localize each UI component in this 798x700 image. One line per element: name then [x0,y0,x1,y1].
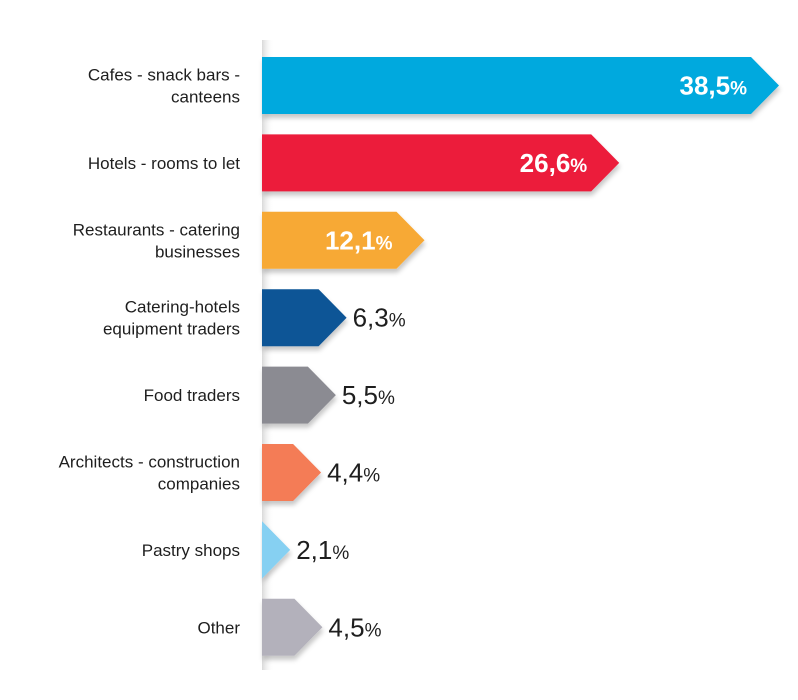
value-label-3: 12,1% [325,225,393,255]
value-label-2: 26,6% [520,148,588,178]
bar-2 [262,134,620,192]
category-label-3: Restaurants - catering businesses [73,220,240,261]
value-label-4: 6,3% [353,303,406,333]
axis-shadow [262,40,274,670]
value-label-1: 38,5% [679,71,747,101]
bar-5 [262,366,336,424]
value-label-6: 4,4% [327,458,380,488]
category-label-6: Architects - construction companies [59,453,240,494]
value-label-5: 5,5% [342,380,395,410]
bar-8 [262,598,323,656]
category-label-4: Catering-hotels equipment traders [103,298,240,339]
bars-group: Cafes - snack bars -canteens 38,5% Hotels … [59,57,779,656]
category-label-8: Other [197,618,240,637]
category-label-5: Food traders [144,386,240,405]
value-label-7: 2,1% [296,535,349,565]
bar-6 [262,444,322,501]
bar-7 [262,521,291,579]
bar-1 [262,57,779,114]
category-label-7: Pastry shops [142,541,240,560]
bar-4 [262,289,347,347]
category-label-2: Hotels - rooms to let [88,154,240,173]
category-label-1: Cafes - snack bars -canteens [88,66,240,107]
value-label-8: 4,5% [328,612,381,642]
bar-3 [262,211,425,269]
